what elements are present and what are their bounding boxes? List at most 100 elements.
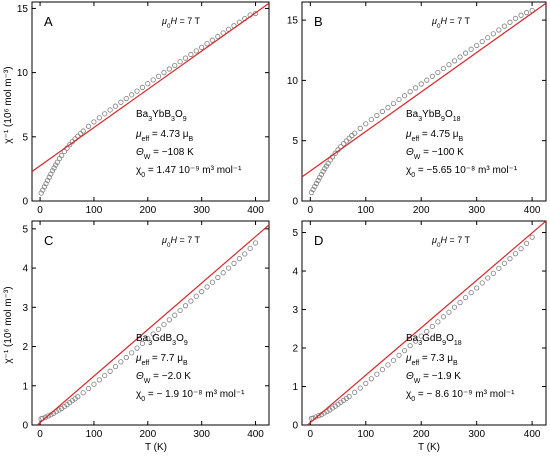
x-tick-label: 400	[524, 205, 541, 216]
data-point	[485, 275, 491, 281]
fit-parameter: μeff = 4.75 μB	[405, 129, 464, 143]
data-point	[496, 265, 502, 271]
data-point	[53, 162, 59, 168]
data-point	[401, 348, 408, 354]
data-point	[193, 293, 199, 299]
data-point	[118, 359, 124, 365]
data-point	[85, 385, 92, 392]
panel-a: 0 100 200 300 400 0 5 10 15 A μ0H = 7 T Ba3YbB3O9 μe…	[17, 1, 270, 216]
data-point	[413, 85, 419, 91]
data-point	[507, 19, 513, 25]
data-point	[77, 130, 84, 137]
y-tick-label: 0	[22, 197, 28, 208]
data-point	[188, 298, 194, 304]
data-point	[474, 42, 480, 49]
x-tick-label: 0	[37, 205, 43, 216]
data-point	[323, 163, 329, 169]
plot-frame	[301, 1, 547, 202]
data-point	[49, 168, 56, 174]
data-point	[118, 99, 124, 105]
data-point	[56, 156, 63, 162]
data-point	[457, 299, 463, 306]
data-point	[512, 15, 519, 22]
data-point	[501, 23, 508, 29]
data-point	[368, 116, 374, 123]
data-point	[418, 81, 424, 87]
data-point	[102, 111, 108, 117]
data-point	[220, 270, 226, 276]
fit-parameter: ΘW = −2.0 K	[136, 371, 191, 385]
data-point	[226, 265, 232, 271]
data-point	[252, 240, 259, 246]
data-point	[346, 393, 352, 400]
data-point	[42, 414, 49, 420]
data-point	[379, 366, 386, 373]
data-point	[446, 62, 452, 68]
data-point	[112, 363, 119, 370]
data-point	[512, 251, 519, 257]
plot-area	[32, 2, 269, 196]
data-point	[96, 115, 102, 121]
y-tick-label: 2	[292, 344, 298, 355]
x-tick-label: 0	[308, 205, 314, 216]
plot-frame	[31, 220, 270, 426]
data-point	[451, 58, 458, 64]
x-tick-label: 200	[413, 429, 430, 440]
data-point	[177, 59, 183, 65]
fit-parameter: χ0 = − 8.6 10⁻⁹ m³ mol⁻¹	[406, 389, 515, 403]
compound-formula: Ba3YbB9O18	[406, 109, 461, 123]
x-tick-label: 200	[139, 205, 156, 216]
fit-parameter: χ0 = −5.65 10⁻⁸ m³ mol⁻¹	[406, 165, 518, 179]
data-point	[91, 119, 97, 125]
data-point	[308, 189, 315, 196]
data-point	[340, 141, 347, 147]
y-tick-label: 5	[292, 136, 298, 147]
y-axis-label-left-bottom: χ⁻¹ (10⁶ mol m⁻³)	[3, 286, 14, 363]
data-point	[318, 171, 325, 178]
data-point	[322, 166, 328, 172]
data-point	[59, 152, 65, 159]
data-point	[317, 174, 323, 181]
y-tick-label: 5	[22, 132, 28, 143]
data-point	[346, 135, 352, 141]
x-tick-label: 0	[37, 429, 43, 440]
data-point	[343, 138, 349, 144]
data-point	[523, 240, 530, 246]
data-point	[429, 73, 435, 79]
data-point	[479, 38, 485, 45]
panel-label: A	[44, 14, 53, 29]
data-point	[45, 413, 51, 419]
data-point	[413, 338, 419, 344]
field-label: μ0H = 7 T	[431, 16, 471, 30]
data-point	[75, 394, 81, 400]
field-label: μ0H = 7 T	[431, 235, 471, 249]
data-point	[374, 112, 380, 119]
data-point	[363, 380, 369, 387]
data-point	[485, 35, 491, 41]
y-axis-label-top: χ⁻¹ (10⁶ mol m⁻³)	[3, 66, 14, 143]
fit-parameter: ΘW = −1.9 K	[406, 371, 461, 385]
data-point	[407, 89, 413, 95]
data-point	[215, 33, 221, 40]
plot-frame	[31, 1, 270, 202]
data-point	[396, 352, 402, 358]
compound-formula: Ba3GdB3O9	[136, 333, 188, 347]
data-point	[451, 304, 458, 310]
x-axis-label-right: T (K)	[418, 442, 440, 453]
data-point	[204, 41, 210, 47]
fit-parameter: μeff = 7.3 μB	[405, 353, 458, 367]
x-tick-label: 0	[308, 429, 314, 440]
y-tick-label: 5	[22, 224, 28, 235]
data-point	[150, 77, 156, 83]
data-point	[129, 350, 135, 356]
data-point	[518, 12, 524, 18]
compound-formula: Ba3YbB3O9	[136, 109, 187, 123]
y-tick-label: 15	[287, 16, 299, 27]
data-point	[199, 289, 205, 295]
data-point	[242, 251, 248, 257]
data-point	[193, 48, 199, 54]
plot-frame	[301, 220, 547, 426]
data-point	[390, 100, 397, 107]
